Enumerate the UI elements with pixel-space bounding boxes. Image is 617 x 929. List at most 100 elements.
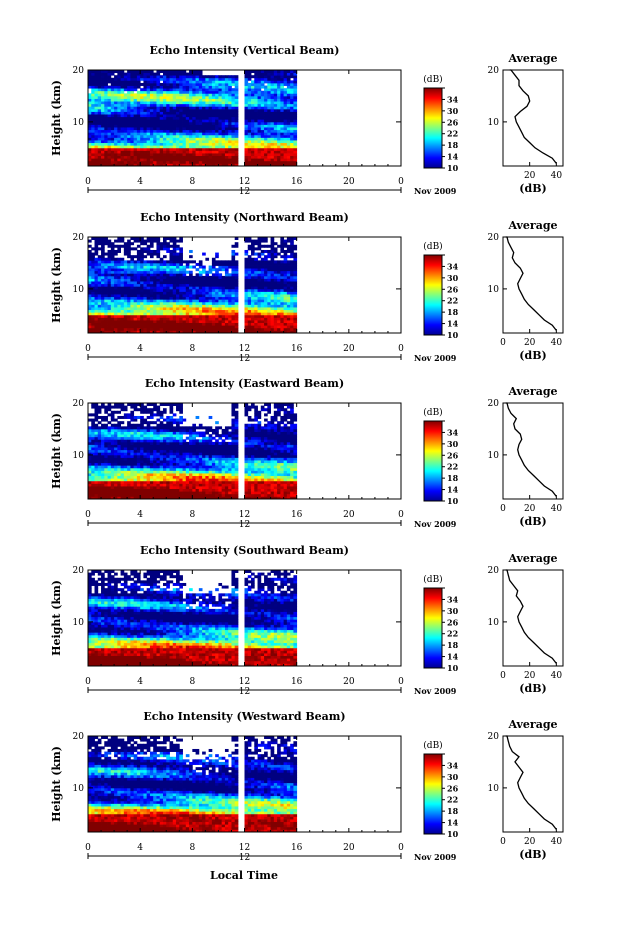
heatmap-cell [277,158,281,162]
heatmap-cell [185,129,190,133]
heatmap-cell [215,283,219,287]
heatmap-cell [198,275,203,279]
heatmap-cell [172,153,177,157]
heatmap-cell [110,127,115,131]
heatmap-cell [97,77,102,81]
heatmap-cell [215,114,219,118]
heatmap-cell [286,301,291,305]
heatmap-cell [231,325,236,329]
heatmap-cell [251,312,255,316]
heatmap-cell [114,77,118,81]
heatmap-cell [117,163,121,167]
heatmap-cell [224,288,229,292]
heatmap-cell [264,255,268,259]
heatmap-cell [104,309,108,313]
heatmap-cell [189,281,193,285]
heatmap-cell [88,431,92,435]
heatmap-cell [208,291,213,295]
heatmap-cell [192,325,196,329]
heatmap-cell [159,294,164,298]
heatmap-cell [104,452,108,456]
heatmap-cell [270,304,275,308]
heatmap-cell [143,493,148,497]
heatmap-cell [192,299,196,303]
heatmap-cell [146,301,151,305]
heatmap-cell [247,301,252,305]
heatmap-cell [290,314,294,318]
heatmap-cell [179,153,183,157]
heatmap-cell [104,486,108,490]
heatmap-cell [224,103,229,107]
heatmap-cell [101,116,105,120]
heatmap-cell [251,322,255,326]
heatmap-cell [179,106,183,110]
heatmap-cell [123,75,128,79]
heatmap-cell [123,283,128,287]
heatmap-cell [97,275,102,279]
heatmap-cell [166,307,170,311]
heatmap-cell [224,132,229,136]
heatmap-cell [280,140,285,144]
heatmap-cell [153,273,157,277]
heatmap-cell [192,309,196,313]
heatmap-cell [143,275,148,279]
heatmap-cell [260,124,265,128]
heatmap-cell [254,124,258,128]
heatmap-cell [280,75,285,79]
heatmap-cell [156,325,161,329]
heatmap-cell [127,150,131,154]
heatmap-cell [149,265,154,269]
heatmap-cell [97,160,102,164]
heatmap-cell [110,244,115,248]
heatmap-cell [88,239,92,243]
heatmap-cell [221,160,226,164]
heatmap-cell [136,275,141,279]
heatmap-cell [104,127,108,131]
heatmap-cell [159,127,164,131]
heatmap-cell [117,496,121,500]
heatmap-cell [94,314,99,318]
heatmap-cell [153,283,157,287]
heatmap-cell [247,320,252,324]
heatmap-cell [91,286,95,290]
heatmap-cell [130,327,135,331]
heatmap-cell [172,237,177,240]
heatmap-cell [153,278,157,282]
heatmap-cell [107,268,112,272]
heatmap-cell [114,273,118,277]
heatmap-cell [101,150,105,154]
heatmap-cell [195,134,200,138]
heatmap-cell [120,327,125,331]
heatmap-cell [130,116,135,120]
heatmap-cell [133,418,138,422]
heatmap-cell [228,307,232,311]
heatmap-cell [120,142,125,146]
heatmap-cell [94,247,99,251]
heatmap-cell [140,252,144,256]
heatmap-cell [153,132,157,136]
heatmap-cell [202,119,206,123]
heatmap-cell [202,134,206,138]
heatmap-cell [130,491,135,495]
heatmap-cell [260,262,265,266]
heatmap-cell [117,486,121,490]
heatmap-cell [293,257,298,261]
heatmap-cell [192,82,196,86]
heatmap-cell [251,95,255,99]
heatmap-cell [110,160,115,164]
heatmap-cell [286,270,291,274]
heatmap-cell [179,137,183,141]
heatmap-cell [286,95,291,99]
heatmap-cell [224,317,229,321]
heatmap-cell [198,301,203,305]
heatmap-cell [293,72,298,76]
heatmap-cell [218,312,223,316]
heatmap-cell [195,304,200,308]
heatmap-cell [120,150,125,154]
heatmap-cell [88,434,92,438]
heatmap-cell [114,439,118,443]
heatmap-cell [264,111,268,115]
heatmap-cell [146,237,151,240]
heatmap-cell [195,121,200,125]
heatmap-cell [192,103,196,107]
